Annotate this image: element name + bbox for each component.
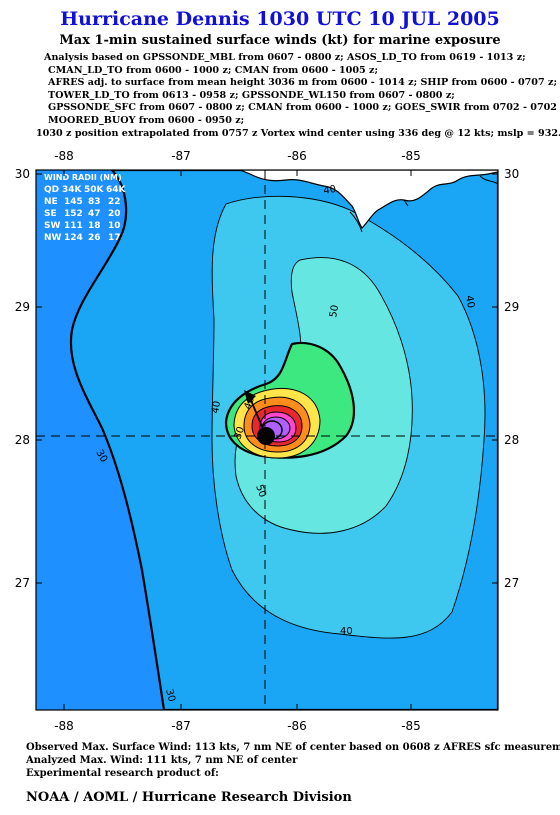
contour-label: 50 [328, 304, 341, 318]
organization-credit: NOAA / AOML / Hurricane Research Divisio… [26, 790, 352, 805]
lat-tick-label: 29 [15, 300, 30, 314]
radii-header-cell: 64K [106, 185, 127, 195]
wind-radii-table: WIND RADII (NM) QD 34K 50K 64K NE 145 83… [44, 173, 127, 243]
analysis-line: AFRES adj. to surface from mean height 3… [48, 77, 557, 89]
observed-max-wind: Observed Max. Surface Wind: 113 kts, 7 n… [26, 742, 560, 753]
bottom-lon-labels: -88 -87 -86 -85 [54, 719, 421, 733]
radii-cell: SW [44, 221, 60, 231]
right-lat-labels: 30 29 28 27 [504, 167, 519, 590]
analysis-sources: Analysis based on GPSSONDE_MBL from 0607… [44, 52, 560, 128]
lat-tick-label: 30 [504, 167, 519, 181]
lon-tick-label: -85 [401, 719, 421, 733]
lon-tick-label: -87 [171, 719, 191, 733]
radii-cell: 145 [64, 197, 83, 207]
position-note: 1030 z position extrapolated from 0757 z… [36, 128, 560, 139]
radii-cell: 124 [64, 233, 83, 243]
radii-cell: NE [44, 197, 58, 207]
contour-label: 40 [340, 626, 353, 637]
land-coast-detail [349, 175, 498, 233]
lon-tick-label: -86 [287, 719, 307, 733]
lon-tick-label: -86 [287, 149, 307, 163]
radii-cell: 152 [64, 209, 83, 219]
analysis-line: CMAN_LD_TO from 0600 - 1000 z; CMAN from… [48, 64, 379, 76]
radii-cell: 18 [88, 221, 101, 231]
storm-motion-arrowhead [244, 390, 256, 404]
lat-tick-label: 28 [15, 433, 30, 447]
analysis-line: Analysis based on GPSSONDE_MBL from 0607… [44, 52, 526, 63]
storm-motion-arrow [249, 397, 267, 437]
contour-label: 50 [253, 483, 268, 499]
radii-cell: 17 [108, 233, 121, 243]
radii-cell: SE [44, 209, 57, 219]
wind-analysis-map: -88 -87 -86 -85 [15, 149, 520, 733]
wind-radii-header: QD 34K 50K 64K [44, 185, 127, 195]
top-lon-labels: -88 -87 -86 -85 [54, 149, 421, 163]
contour-labels: 40 40 50 30 40 50 40 30 40 30 [93, 184, 476, 703]
wind-radii-row: SE 152 47 20 [44, 209, 121, 219]
lat-tick-label: 28 [504, 433, 519, 447]
axis-ticks [36, 170, 498, 710]
analysis-line: TOWER_LD_TO from 0613 - 0958 z; GPSSONDE… [48, 89, 455, 101]
radii-cell: 10 [108, 221, 121, 231]
lat-tick-label: 27 [504, 576, 519, 590]
lon-tick-label: -87 [171, 149, 191, 163]
lat-tick-label: 27 [15, 576, 30, 590]
left-lat-labels: 30 29 28 27 [15, 167, 30, 590]
wind-radii-row: NW 124 26 17 [44, 233, 121, 243]
contour-label: 30 [163, 688, 177, 703]
contour-label: 40 [323, 184, 337, 197]
analyzed-max-wind: Analyzed Max. Wind: 111 kts, 7 nm NE of … [26, 755, 298, 766]
wind-radii-row: SW 111 18 10 [44, 221, 121, 231]
contour-label: 30 [232, 425, 247, 441]
radii-cell: 26 [88, 233, 101, 243]
radii-header-cell: QD [44, 185, 59, 195]
analysis-line: GPSSONDE_SFC from 0607 - 0800 z; CMAN fr… [48, 102, 560, 114]
map-title: Hurricane Dennis 1030 UTC 10 JUL 2005 [60, 8, 500, 30]
land-coast [239, 170, 498, 229]
lat-tick-label: 30 [15, 167, 30, 181]
lon-tick-label: -88 [54, 719, 74, 733]
radii-cell: 22 [108, 197, 121, 207]
radii-header-cell: 50K [84, 185, 105, 195]
lon-tick-label: -85 [401, 149, 421, 163]
map-subtitle: Max 1-min sustained surface winds (kt) f… [59, 33, 501, 48]
wind-radii-row: NE 145 83 22 [44, 197, 121, 207]
radii-header-cell: 34K [62, 185, 83, 195]
experimental-note: Experimental research product of: [26, 768, 219, 779]
radii-cell: 83 [88, 197, 101, 207]
radii-cell: 111 [64, 221, 83, 231]
contour-label: 40 [463, 295, 476, 309]
analysis-line: MOORED_BUOY from 0600 - 0950 z; [48, 114, 245, 126]
wind-radii-title: WIND RADII (NM) [44, 173, 122, 182]
contour-label: 40 [210, 400, 223, 414]
radii-cell: NW [44, 233, 62, 243]
lon-tick-label: -88 [54, 149, 74, 163]
lat-tick-label: 29 [504, 300, 519, 314]
radii-cell: 20 [108, 209, 121, 219]
contour-label: 40 [242, 395, 257, 411]
radii-cell: 47 [88, 209, 101, 219]
